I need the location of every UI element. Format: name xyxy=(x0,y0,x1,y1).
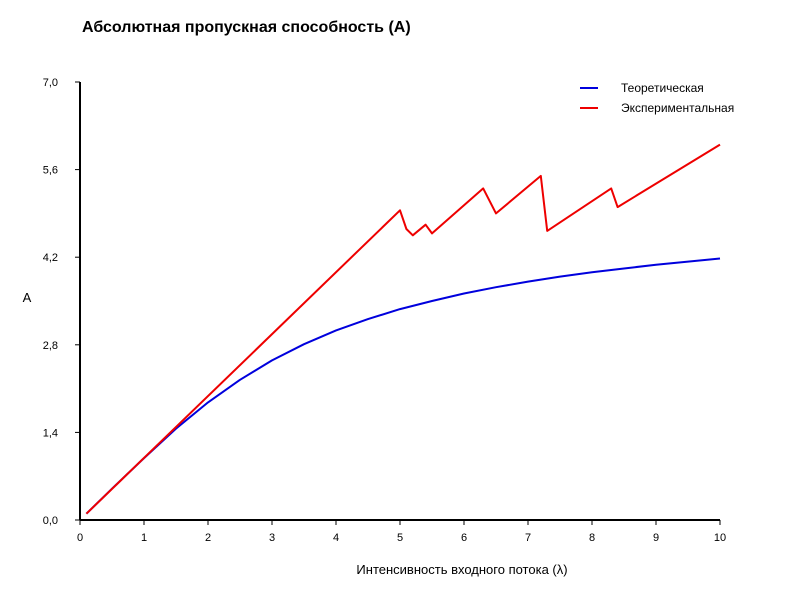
x-tick-label: 10 xyxy=(714,532,726,544)
y-tick-label: 7,0 xyxy=(43,77,58,89)
x-tick-label: 8 xyxy=(589,532,595,544)
x-tick-label: 9 xyxy=(653,532,659,544)
series-line-1 xyxy=(85,257,721,515)
axes: 0,0 1,4 2,8 4,2 5,6 7,0 0 1 2 3 4 5 6 7 8 9 10 xyxy=(43,77,726,544)
legend-label: Экспериментальная xyxy=(621,101,734,115)
x-tick-label: 6 xyxy=(461,532,467,544)
x-tick-label: 2 xyxy=(205,532,211,544)
y-tick-label: 4,2 xyxy=(43,252,58,264)
x-tick-label: 4 xyxy=(333,532,339,544)
y-axis-label: A xyxy=(23,290,32,305)
x-tick-label: 5 xyxy=(397,532,403,544)
y-tick-label: 1,4 xyxy=(43,427,58,439)
x-tick-label: 1 xyxy=(141,532,147,544)
x-tick-label: 0 xyxy=(77,532,83,544)
y-tick-label: 5,6 xyxy=(43,165,58,177)
x-tick-label: 3 xyxy=(269,532,275,544)
y-tick-label: 0,0 xyxy=(43,515,58,527)
legend: Теоретическая Экспериментальная xyxy=(580,81,734,115)
series-line-2 xyxy=(85,143,721,515)
x-axis-label: Интенсивность входного потока (λ) xyxy=(356,562,567,577)
chart-title: Абсолютная пропускная способность (A) xyxy=(82,19,411,36)
x-tick-label: 7 xyxy=(525,532,531,544)
y-tick-label: 2,8 xyxy=(43,340,58,352)
axis-labels: Интенсивность входного потока (λ) A xyxy=(23,290,568,577)
series-layer xyxy=(85,143,721,515)
legend-label: Теоретическая xyxy=(621,81,704,95)
